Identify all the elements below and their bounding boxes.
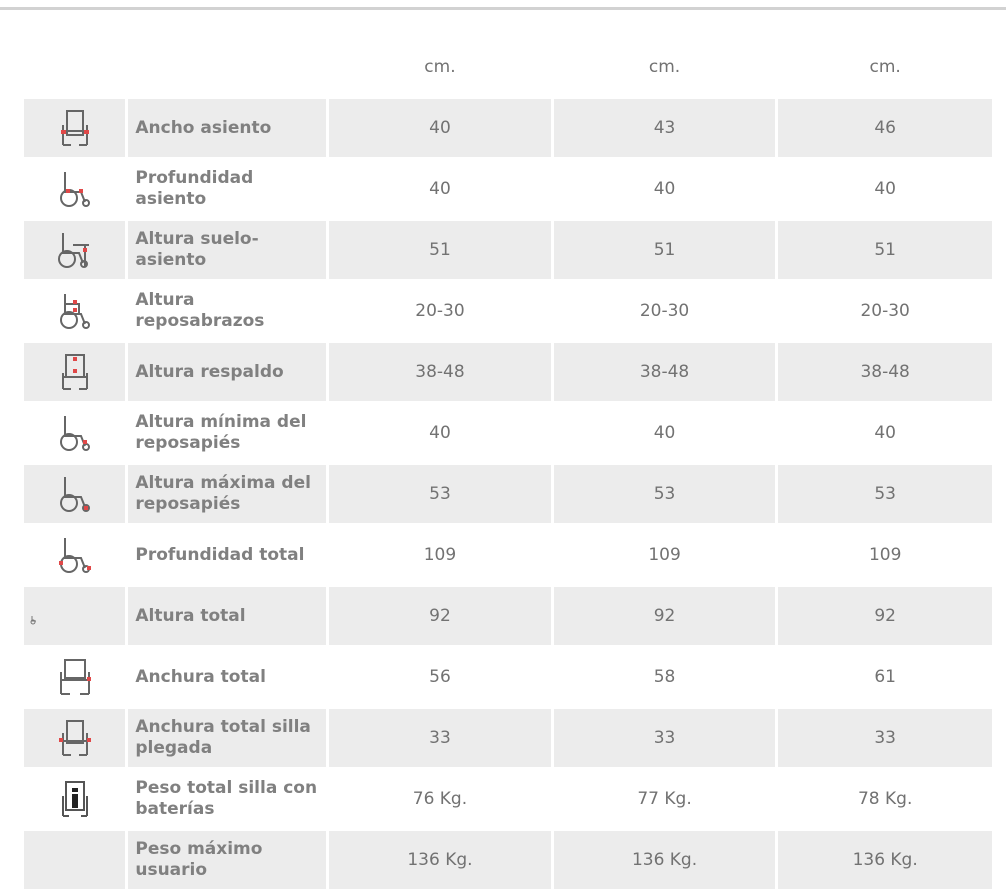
row-label: Altura mínima del reposapiés [128,404,327,462]
row-value: 136 Kg. [329,831,551,889]
icon-cell [24,221,126,279]
row-label: Anchura total [128,648,327,706]
chair-front-seat-width-icon [60,110,89,146]
row-value: 58 [553,648,776,706]
chair-small-total-height-icon [30,616,36,625]
icon-cell [24,465,126,523]
row-value: 51 [778,221,992,279]
row-label: Altura reposabrazos [128,282,327,340]
row-value: 92 [778,587,992,645]
chair-side-total-depth-icon [58,538,91,573]
chair-front-total-width-icon [59,659,91,695]
icon-cell [24,648,126,706]
row-value: 76 Kg. [329,770,551,828]
unit-header-row: cm. cm. cm. [24,38,992,96]
row-value: 38-48 [778,343,992,401]
icon-cell [24,160,126,218]
row-value: 38-48 [329,343,551,401]
row-value: 51 [553,221,776,279]
icon-cell [24,770,126,828]
icon-cell-empty [24,831,126,889]
row-value: 56 [329,648,551,706]
row-value: 40 [778,160,992,218]
row-value: 40 [553,404,776,462]
row-label: Altura máxima del reposapiés [128,465,327,523]
unit-header: cm. [329,38,551,96]
row-value: 77 Kg. [553,770,776,828]
icon-cell [24,343,126,401]
row-value: 40 [778,404,992,462]
row-value: 53 [329,465,551,523]
table-row: Anchura total silla plegada 33 33 33 [24,709,992,767]
row-value: 92 [329,587,551,645]
row-value: 109 [778,526,992,584]
row-value: 33 [553,709,776,767]
table-row: Ancho asiento 40 43 46 [24,99,992,157]
chair-side-footrest-max-icon [59,477,90,512]
table-row: Peso máximo usuario 136 Kg. 136 Kg. 136 … [24,831,992,889]
row-value: 109 [553,526,776,584]
row-label: Ancho asiento [128,99,327,157]
row-value: 40 [329,99,551,157]
table-row: Anchura total 56 58 61 [24,648,992,706]
chair-front-folded-width-icon [58,720,91,756]
row-label: Peso total silla con baterías [128,770,327,828]
row-value: 53 [553,465,776,523]
table-row: Altura suelo-asiento 51 51 51 [24,221,992,279]
chair-side-footrest-min-icon [59,416,90,451]
row-value: 20-30 [329,282,551,340]
row-value: 33 [778,709,992,767]
unit-header: cm. [778,38,992,96]
chair-side-armrest-height-icon [59,294,90,329]
row-value: 43 [553,99,776,157]
header-blank-label-cell [128,38,327,96]
table-row: Profundidad total 109 109 109 [24,526,992,584]
row-value: 38-48 [553,343,776,401]
row-value: 40 [329,160,551,218]
row-value: 78 Kg. [778,770,992,828]
row-value: 46 [778,99,992,157]
row-label: Altura suelo-asiento [128,221,327,279]
row-value: 136 Kg. [553,831,776,889]
row-label: Profundidad total [128,526,327,584]
row-value: 53 [778,465,992,523]
row-value: 20-30 [778,282,992,340]
row-label: Altura total [128,587,327,645]
table-row: Peso total silla con baterías 76 Kg. 77 … [24,770,992,828]
row-value: 20-30 [553,282,776,340]
icon-cell [24,404,126,462]
table-row: Altura respaldo 38-48 38-48 38-48 [24,343,992,401]
table-row: Altura máxima del reposapiés 53 53 53 [24,465,992,523]
top-rule [0,7,1006,10]
row-value: 40 [553,160,776,218]
row-value: 92 [553,587,776,645]
table-row: Altura mínima del reposapiés 40 40 40 [24,404,992,462]
table-row: Altura total 92 92 92 [24,587,992,645]
row-value: 109 [329,526,551,584]
table-row: Profundidad asiento 40 40 40 [24,160,992,218]
icon-cell [24,526,126,584]
icon-cell [24,709,126,767]
row-label: Peso máximo usuario [128,831,327,889]
spec-table: cm. cm. cm. Ancho asiento 40 43 46 [24,38,992,892]
row-value: 61 [778,648,992,706]
chair-front-backrest-height-icon [61,354,88,390]
chair-battery-weight-icon [61,781,88,817]
icon-cell [24,282,126,340]
row-value: 136 Kg. [778,831,992,889]
chair-side-seat-depth-icon [59,172,90,207]
row-label: Profundidad asiento [128,160,327,218]
row-label: Anchura total silla plegada [128,709,327,767]
row-value: 51 [329,221,551,279]
row-label: Altura respaldo [128,343,327,401]
row-value: 40 [329,404,551,462]
header-blank-icon-cell [24,38,125,96]
table-row: Altura reposabrazos 20-30 20-30 20-30 [24,282,992,340]
icon-cell [24,587,126,645]
row-value: 33 [329,709,551,767]
unit-header: cm. [553,38,776,96]
icon-cell [24,99,126,157]
chair-side-seat-height-icon [57,233,89,268]
